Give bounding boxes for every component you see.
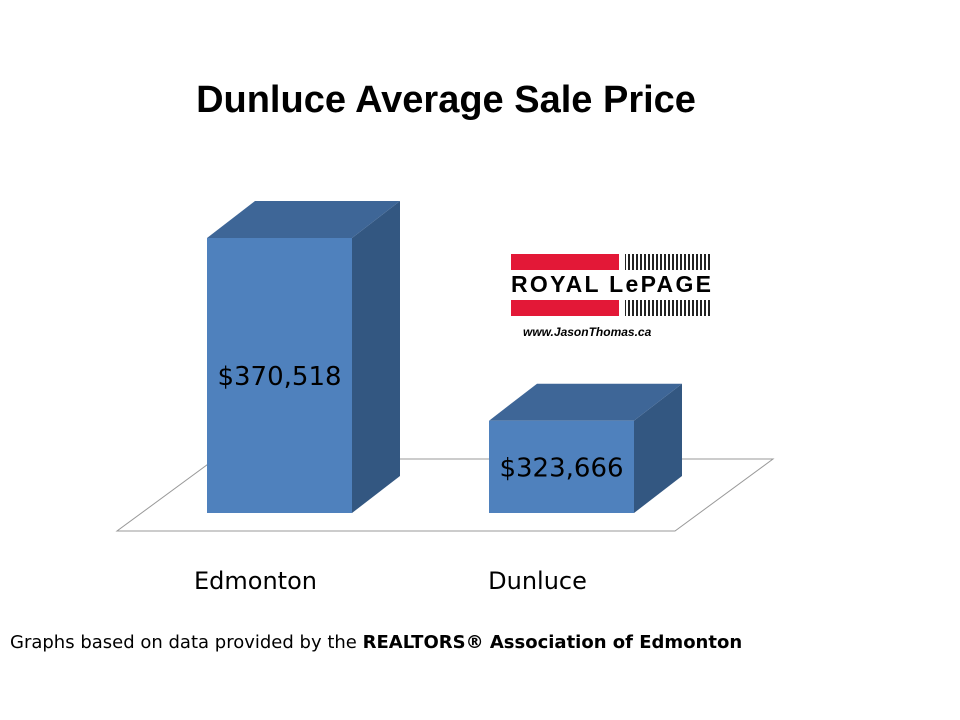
bar-side [352, 200, 400, 513]
data-label: $370,518 [217, 362, 341, 392]
logo-url: www.JasonThomas.ca [523, 325, 652, 339]
bar-side [634, 383, 682, 513]
footnote: Graphs based on data provided by the REA… [10, 632, 742, 653]
logo-brand: ROYAL LePAGE [511, 271, 711, 297]
logo: ROYAL LePAGE www.JasonThomas.ca [511, 254, 711, 339]
bar-top [207, 200, 400, 238]
bar [207, 200, 400, 513]
data-label: $323,666 [499, 453, 623, 483]
bar-front [489, 420, 634, 513]
logo-bar [511, 300, 619, 316]
x-tick-label: Edmonton [194, 567, 317, 595]
bar-top [489, 383, 682, 421]
logo-hatch [625, 254, 711, 270]
logo-bar [511, 254, 619, 270]
footnote-text: Graphs based on data provided by the [10, 632, 357, 653]
logo-hatch [625, 300, 711, 316]
footnote-source: REALTORS® Association of Edmonton [363, 632, 743, 653]
chart-title: Dunluce Average Sale Price [196, 79, 696, 121]
bar [489, 383, 682, 513]
x-tick-label: Dunluce [488, 567, 587, 595]
bar-front [207, 237, 352, 513]
